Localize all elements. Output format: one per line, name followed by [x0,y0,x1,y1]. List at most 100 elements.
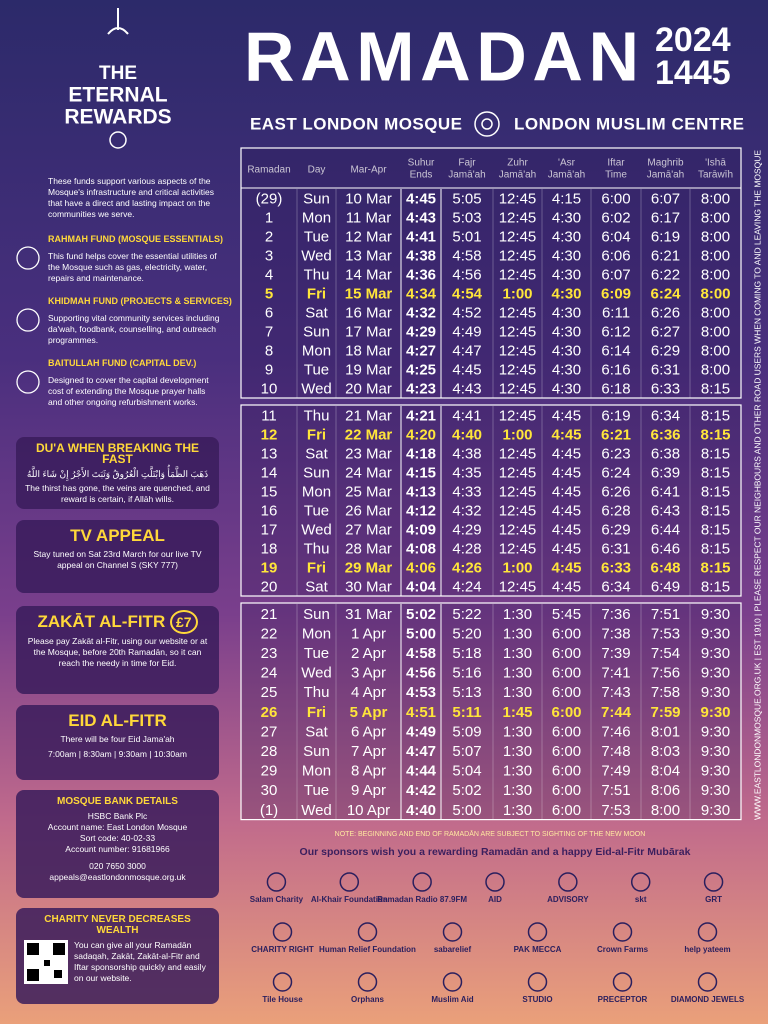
cell: 23 Mar [345,445,392,462]
cell: 6:00 [552,802,581,819]
cell: 6:48 [650,559,680,576]
cell: 5:18 [452,645,481,662]
cell: 12:45 [499,502,537,519]
cell: Sun [303,743,330,760]
cell: 9:30 [701,723,730,740]
cell: 8:04 [651,763,680,780]
cell: 4:53 [406,684,436,701]
sponsor-name: Tile House [262,995,303,1004]
column-header: Jamā'ah [647,170,685,181]
cell: 12:45 [499,247,537,264]
cell: 6:26 [651,304,680,321]
sponsor-logo [442,972,463,992]
cell: 16 [261,502,278,519]
cell: 4:45 [552,578,581,595]
cell: 24 [261,665,278,682]
column-header: Jamā'ah [499,170,537,181]
cell: 9:30 [701,802,730,819]
fund-text: Designed to cover the capital developmen… [48,375,209,407]
column-header: Maghrib [647,158,684,169]
cell: 4:23 [406,380,436,397]
cell: 5:03 [452,209,481,226]
fund-title: KHIDMAH FUND (PROJECTS & SERVICES) [48,296,232,306]
sponsor-logo [339,872,360,892]
cell: Sat [305,723,328,740]
charity-text: You can give all your Ramadān sadaqah, Z… [74,940,206,983]
logo-line: REWARDS [64,106,171,129]
cell: 4 Apr [351,684,386,701]
column-header: Jamā'ah [448,170,486,181]
cell: 21 [261,606,278,623]
cell: 12:45 [499,190,537,207]
org-name: LONDON MUSLIM CENTRE [514,114,744,133]
cell: 8:00 [701,342,730,359]
logo-emblem [109,131,127,149]
cell: 7:51 [601,782,630,799]
cell: 18 [261,540,278,557]
cell: 5:00 [452,802,481,819]
cell: 7:44 [601,704,632,721]
fund-title: RAHMAH FUND (MOSQUE ESSENTIALS) [48,234,223,244]
cell: 7:36 [601,606,630,623]
cell: 5:02 [406,606,436,623]
cell: 9:30 [701,625,730,642]
cell: 6:22 [651,266,680,283]
cell: 5:45 [552,606,581,623]
cell: 4:29 [452,521,481,538]
cell: 8:00 [701,323,730,340]
cell: 6:02 [601,209,630,226]
cell: 6:23 [601,445,630,462]
cell: 15 Mar [345,285,393,302]
cell: 5 [265,285,273,302]
bank-box: MOSQUE BANK DETAILS HSBC Bank Plc Account… [16,790,219,898]
cell: 6:09 [601,285,631,302]
cell: 1:30 [503,606,532,623]
eid-title: EID AL-FITR [68,711,167,730]
cell: Fri [307,426,326,443]
cell: 29 [261,763,278,780]
cell: 4:32 [452,502,481,519]
cell: 5:11 [452,704,481,721]
cell: 7 Apr [351,743,386,760]
column-header: 'Asr [558,158,576,169]
sponsor-name: Crown Farms [597,945,649,954]
column-header: Tarāwīh [698,170,733,181]
cell: 8:00 [701,209,730,226]
cell: 6:24 [601,464,630,481]
cell: 6:00 [552,625,581,642]
cell: 4:45 [552,521,581,538]
cell: 1:30 [503,802,532,819]
zakat-amount: £7 [169,610,198,634]
cell: 4:52 [452,304,481,321]
sponsor-logo [612,922,633,942]
cell: 7:56 [651,665,680,682]
eid-box: EID AL-FITR There will be four Eid Jama'… [16,705,219,780]
column-header: 'Ishā [705,158,726,169]
cell: 22 [261,625,278,642]
cell: 4:45 [552,445,581,462]
cell: 4:15 [406,464,436,481]
cell: 4:58 [452,247,481,264]
cell: 6:39 [651,464,680,481]
cell: 6:04 [601,228,630,245]
cell: 4:58 [406,645,436,662]
cell: 4:51 [406,704,436,721]
column-header: Day [308,165,326,176]
cell: 4:24 [452,578,481,595]
cell: 6:07 [601,266,630,283]
tv-title: TV APPEAL [70,526,165,545]
cell: 1:30 [503,782,532,799]
cell: 5:05 [452,190,481,207]
sponsor-name: Human Relief Foundation [319,945,416,954]
cell: 6:44 [651,521,680,538]
sponsor-name: AID [488,895,502,904]
sponsor-logo [442,922,463,942]
cell: 7:41 [601,665,630,682]
fund-icons [16,246,40,394]
cell: Wed [301,665,332,682]
sponsor-name: help yateem [684,945,730,954]
cell: 8:15 [701,502,730,519]
sponsor-name: sabarelief [434,945,472,954]
cell: 1:00 [502,285,532,302]
cell: Sun [303,190,330,207]
